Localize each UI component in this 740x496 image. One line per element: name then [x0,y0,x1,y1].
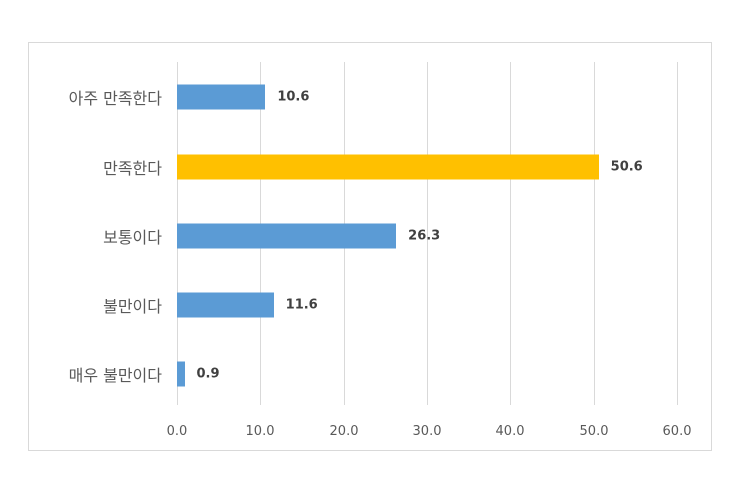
bar [177,361,185,387]
category-label: 보통이다 [103,228,162,247]
gridline [594,62,595,405]
bar [177,84,266,110]
x-tick-label: 50.0 [579,424,609,439]
x-tick-label: 30.0 [412,424,442,439]
value-label: 10.6 [277,89,310,105]
value-label: 50.6 [610,159,643,175]
gridline [677,62,678,405]
x-tick-label: 0.0 [166,424,188,439]
bar [177,154,599,180]
gridline [427,62,428,405]
bar [177,292,274,318]
value-label: 26.3 [408,228,441,244]
gridline [510,62,511,405]
category-label: 만족한다 [103,159,162,178]
category-label: 불만이다 [103,297,162,316]
category-label: 아주 만족한다 [68,89,162,108]
bar [177,223,397,249]
x-tick-label: 40.0 [495,424,525,439]
x-tick-label: 10.0 [245,424,275,439]
x-tick-label: 60.0 [662,424,692,439]
category-label: 매우 불만이다 [68,366,162,385]
value-label: 0.9 [196,366,220,382]
value-label: 11.6 [285,297,318,313]
x-tick-label: 20.0 [329,424,359,439]
